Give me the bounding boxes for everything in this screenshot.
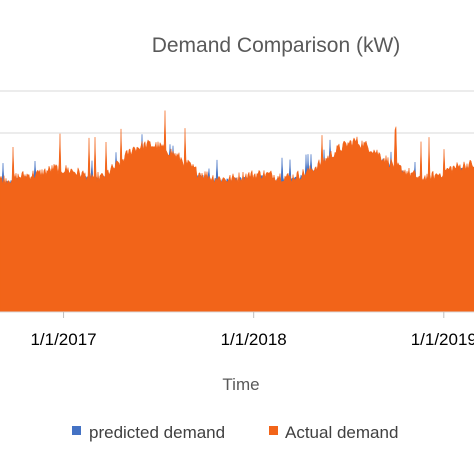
- legend: predicted demand Actual demand: [72, 423, 398, 442]
- series-area-actual: [0, 110, 474, 313]
- series-layer: [0, 110, 474, 313]
- x-tick-layer: 1/1/2017 1/1/2018 1/1/2019: [30, 312, 474, 349]
- x-tick-label: 1/1/2019: [411, 330, 474, 349]
- x-axis-title: Time: [222, 375, 259, 394]
- chart-title: Demand Comparison (kW): [152, 34, 401, 57]
- legend-swatch-predicted: [72, 426, 81, 435]
- x-tick-label: 1/1/2018: [221, 330, 287, 349]
- legend-label-predicted: predicted demand: [89, 423, 225, 442]
- x-tick-label: 1/1/2017: [30, 330, 96, 349]
- legend-label-actual: Actual demand: [285, 423, 398, 442]
- legend-swatch-actual: [269, 426, 278, 435]
